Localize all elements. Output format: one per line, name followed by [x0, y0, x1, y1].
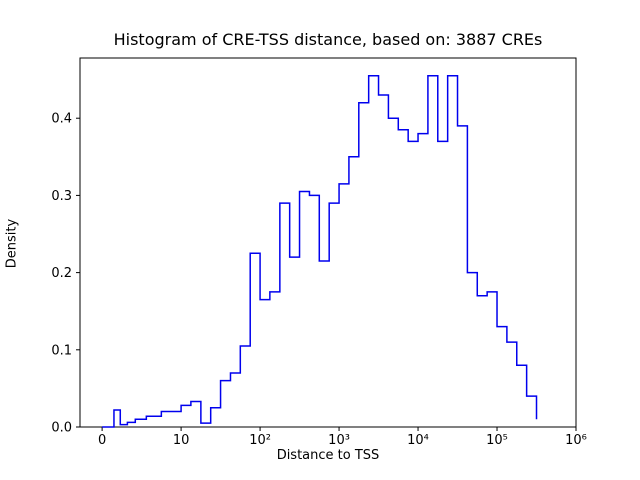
x-axis-label: Distance to TSS — [276, 448, 380, 463]
y-tick-label: 0.2 — [51, 266, 72, 281]
y-tick-label: 0.4 — [51, 112, 72, 127]
x-tick-label: 10³ — [328, 433, 350, 448]
y-axis-label: Density — [4, 218, 20, 269]
x-tick-label: 10⁵ — [486, 433, 508, 448]
y-tick-label: 0.1 — [51, 343, 72, 358]
plot-spines — [79, 57, 577, 428]
y-tick-label: 0.3 — [51, 189, 72, 204]
x-tick-label: 10² — [249, 433, 271, 448]
x-tick-label: 10 — [173, 433, 190, 448]
y-tick-label: 0.0 — [51, 421, 72, 436]
histogram-step-line — [102, 75, 538, 428]
x-tick-label: 10⁴ — [407, 433, 429, 448]
chart-title: Histogram of CRE-TSS distance, based on:… — [113, 30, 543, 49]
x-tick-label: 10⁶ — [565, 433, 587, 448]
x-tick-label: 0 — [98, 433, 106, 448]
